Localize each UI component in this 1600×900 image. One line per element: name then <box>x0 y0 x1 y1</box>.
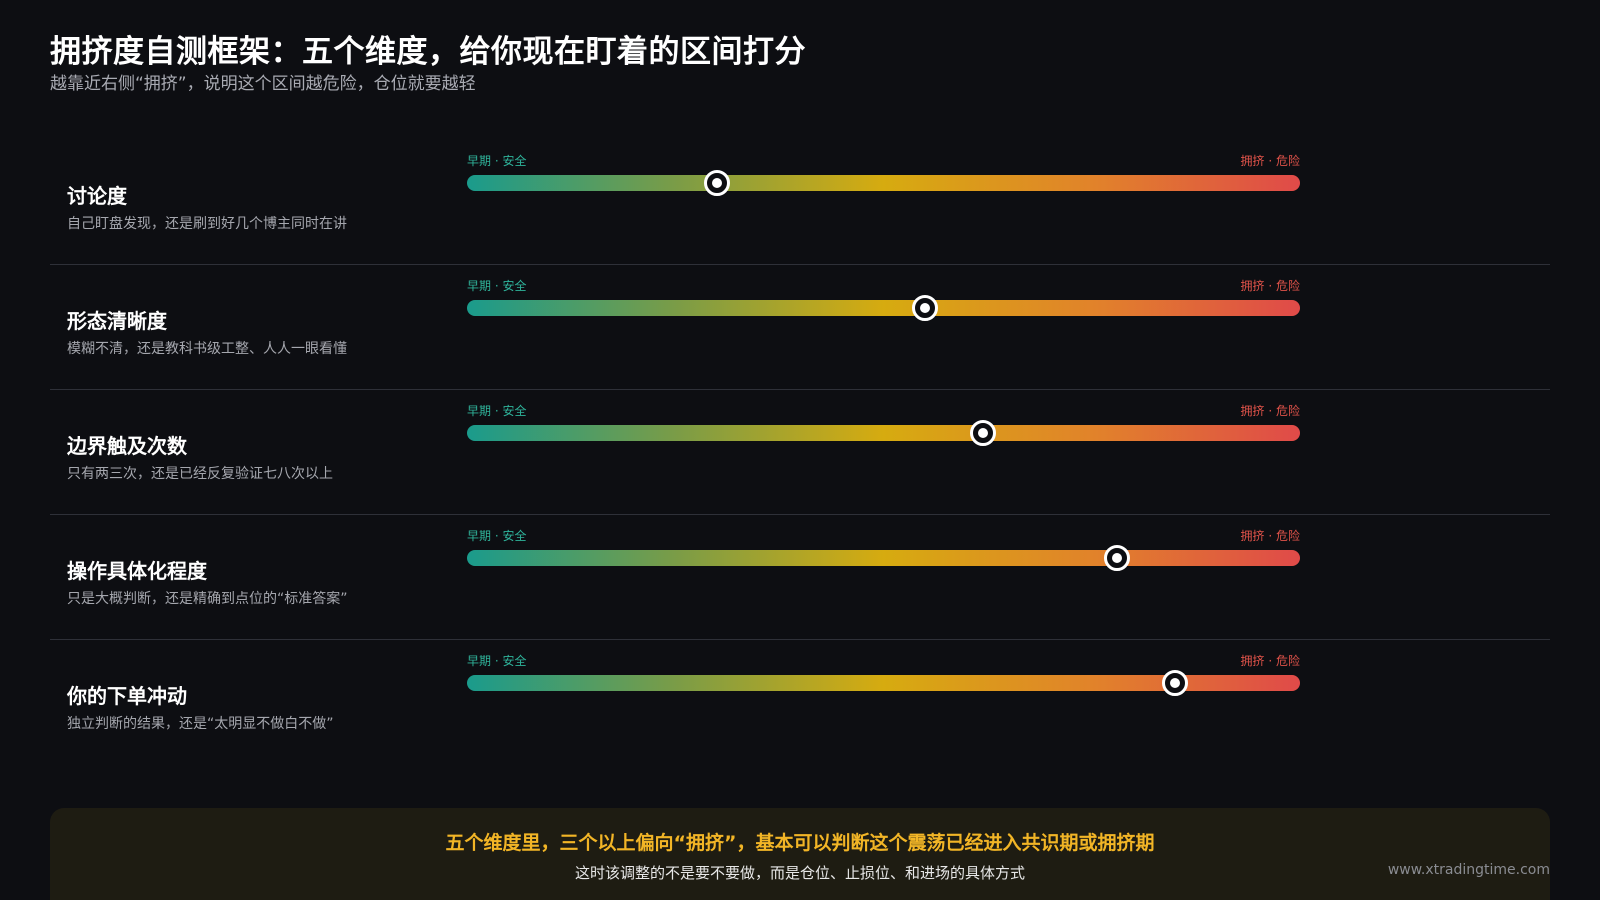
page-subtitle: 越靠近右侧“拥挤”，说明这个区间越危险，仓位就要越轻 <box>50 74 476 94</box>
dimension-description: 只是大概判断，还是精确到点位的“标准答案” <box>67 591 348 607</box>
scale-label-safe: 早期 · 安全 <box>467 529 527 543</box>
slider-handle-dot <box>978 428 989 438</box>
watermark: www.xtradingtime.com <box>1387 862 1550 878</box>
callout-main-text: 五个维度里，三个以上偏向“拥挤”，基本可以判断这个震荡已经进入共识期或拥挤期 <box>445 832 1155 854</box>
scale-label-danger: 拥挤 · 危险 <box>1240 154 1300 168</box>
scale-label-danger: 拥挤 · 危险 <box>1240 529 1300 543</box>
page-title: 拥挤度自测框架：五个维度，给你现在盯着的区间打分 <box>50 34 806 70</box>
dimension-row: 早期 · 安全 拥挤 · 危险操作具体化程度只是大概判断，还是精确到点位的“标准答… <box>50 515 1550 640</box>
dimension-name: 操作具体化程度 <box>67 559 207 583</box>
scale-label-danger: 拥挤 · 危险 <box>1240 654 1300 668</box>
row-divider <box>50 514 1550 515</box>
dimension-description: 自己盯盘发现，还是刷到好几个博主同时在讲 <box>67 216 347 232</box>
scale-label-danger: 拥挤 · 危险 <box>1240 404 1300 418</box>
crowding-slider-track[interactable] <box>467 295 1300 321</box>
callout-sub-text: 这时该调整的不是要不要做，而是仓位、止损位、和进场的具体方式 <box>574 864 1025 882</box>
row-divider <box>50 389 1550 390</box>
slider-handle-dot <box>1170 678 1181 688</box>
dimension-row: 早期 · 安全 拥挤 · 危险形态清晰度模糊不清，还是教科书级工整、人人一眼看懂 <box>50 265 1550 390</box>
dimension-description: 模糊不清，还是教科书级工整、人人一眼看懂 <box>67 341 347 357</box>
scale-label-safe: 早期 · 安全 <box>467 404 527 418</box>
crowding-slider-handle[interactable] <box>970 420 997 446</box>
scale-label-safe: 早期 · 安全 <box>467 654 527 668</box>
dimension-row: 早期 · 安全 拥挤 · 危险讨论度自己盯盘发现，还是刷到好几个博主同时在讲 <box>50 140 1550 265</box>
dimension-description: 独立判断的结果，还是“太明显不做白不做” <box>67 716 334 732</box>
crowding-slider-track[interactable] <box>467 170 1300 196</box>
scale-label-danger: 拥挤 · 危险 <box>1240 279 1300 293</box>
slider-handle-dot <box>711 178 722 188</box>
dimension-name: 讨论度 <box>67 184 127 208</box>
dimension-name: 你的下单冲动 <box>67 684 187 708</box>
row-divider <box>50 264 1550 265</box>
dimension-name: 边界触及次数 <box>67 434 187 458</box>
crowding-slider-track[interactable] <box>467 670 1300 696</box>
scale-label-safe: 早期 · 安全 <box>467 279 527 293</box>
crowding-slider-handle[interactable] <box>1103 545 1130 571</box>
scale-label-safe: 早期 · 安全 <box>467 154 527 168</box>
row-divider <box>50 639 1550 640</box>
crowding-slider-handle[interactable] <box>1162 670 1189 696</box>
conclusion-callout: 五个维度里，三个以上偏向“拥挤”，基本可以判断这个震荡已经进入共识期或拥挤期 这… <box>50 808 1550 900</box>
slider-handle-dot <box>920 303 931 313</box>
crowding-slider-handle[interactable] <box>703 170 730 196</box>
slider-handle-dot <box>1111 553 1122 563</box>
crowding-slider-track[interactable] <box>467 545 1300 571</box>
dimension-row: 早期 · 安全 拥挤 · 危险你的下单冲动独立判断的结果，还是“太明显不做白不做” <box>50 640 1550 765</box>
dimension-row: 早期 · 安全 拥挤 · 危险边界触及次数只有两三次，还是已经反复验证七八次以上 <box>50 390 1550 515</box>
crowding-slider-handle[interactable] <box>912 295 939 321</box>
dimension-description: 只有两三次，还是已经反复验证七八次以上 <box>67 466 333 482</box>
crowding-slider-track[interactable] <box>467 420 1300 446</box>
dimension-name: 形态清晰度 <box>67 309 167 333</box>
